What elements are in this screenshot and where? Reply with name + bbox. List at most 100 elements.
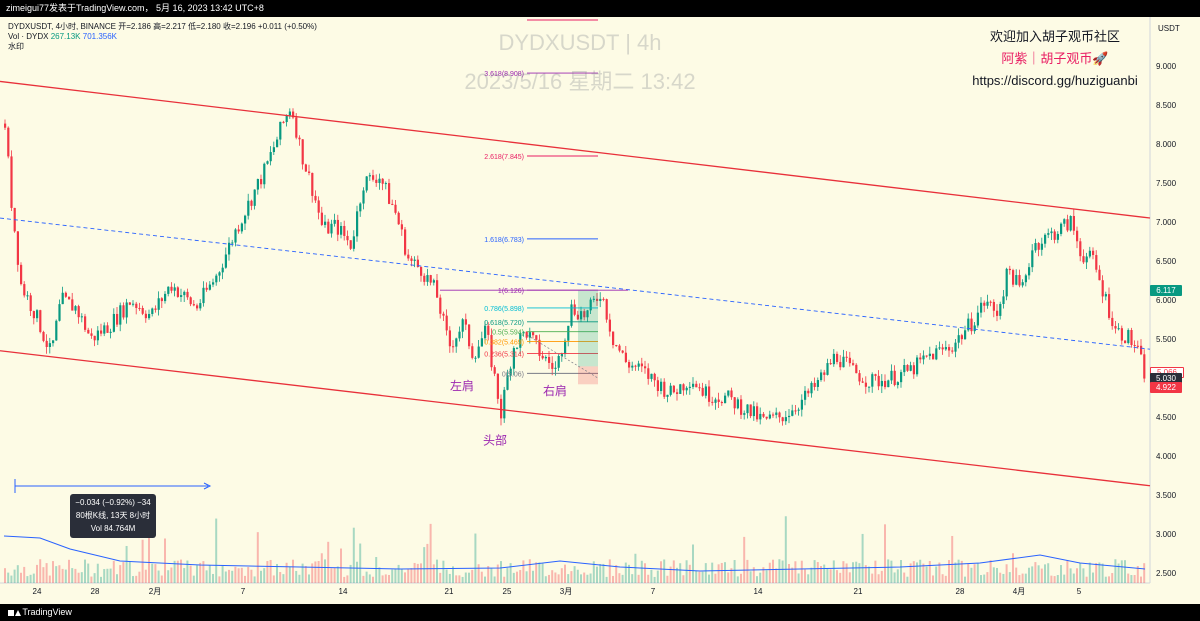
volume-bar	[295, 570, 298, 583]
candle-body	[996, 310, 999, 316]
candle-body	[720, 401, 723, 404]
volume-bar	[836, 570, 838, 583]
candle-body	[20, 264, 23, 285]
legend-watermark-line: 水印	[8, 42, 24, 51]
volume-bar	[490, 568, 493, 583]
candle-body	[77, 306, 80, 318]
candle-body	[215, 275, 218, 283]
candle-body	[1104, 294, 1107, 297]
fib-level-label: 3.618(8.908)	[484, 71, 524, 78]
volume-bar	[122, 562, 125, 583]
candle-body	[407, 254, 410, 259]
volume-bar	[375, 557, 378, 583]
candle-body	[330, 223, 333, 234]
candle-body	[1133, 345, 1136, 347]
volume-bar	[1040, 568, 1043, 583]
candle-body	[644, 366, 647, 369]
candle-body	[333, 219, 336, 224]
tradingview-logo-icon	[8, 609, 21, 617]
candle-body	[967, 318, 970, 331]
candle-body	[733, 397, 736, 409]
volume-bar	[1082, 568, 1085, 583]
volume-bar	[205, 570, 208, 583]
volume-bar	[71, 568, 74, 583]
volume-bar	[784, 516, 787, 583]
candle-body	[608, 319, 611, 332]
candle-body	[781, 417, 784, 422]
candle-body	[525, 331, 528, 338]
candle-body	[583, 311, 586, 318]
legend-volume-value: 267.13K	[50, 32, 81, 41]
candle-body	[807, 390, 810, 394]
y-tick-label: 4.500	[1156, 413, 1177, 422]
volume-bar	[538, 562, 541, 583]
volume-bar	[938, 562, 941, 583]
candle-body	[202, 287, 205, 304]
measure-volume: Vol 84.764M	[90, 524, 136, 533]
long-position-stop	[578, 366, 598, 385]
candle-body	[260, 179, 263, 185]
volume-bar	[772, 559, 774, 583]
candle-body	[810, 382, 813, 394]
volume-bar	[384, 574, 387, 583]
volume-bar	[346, 575, 349, 583]
x-tick-label: 24	[33, 587, 42, 596]
candle-body	[23, 284, 26, 296]
candle-body	[1082, 256, 1085, 263]
volume-bar	[890, 560, 893, 583]
volume-bar	[1127, 573, 1130, 583]
candle-body	[845, 356, 848, 358]
volume-bar	[202, 561, 205, 583]
candle-body	[288, 111, 291, 116]
volume-bar	[752, 567, 755, 583]
candle-body	[320, 212, 323, 225]
candle-body	[624, 352, 627, 363]
candle-body	[788, 415, 791, 418]
volume-bar	[452, 566, 454, 583]
x-tick-label: 21	[445, 587, 454, 596]
volume-bar	[1021, 573, 1024, 583]
volume-bar	[656, 570, 659, 583]
pattern-annotation: 左肩	[450, 378, 474, 393]
watermark-datetime: 2023/5/16 星期二 13:42	[464, 69, 696, 94]
candle-body	[701, 387, 704, 396]
candle-body	[919, 357, 922, 360]
volume-bar	[112, 560, 115, 583]
fib-level-label: 0.786(5.898)	[484, 306, 524, 313]
candle-body	[775, 412, 778, 415]
volume-bar	[400, 568, 403, 583]
volume-bar	[903, 572, 906, 583]
volume-bar	[426, 543, 429, 583]
volume-bar	[1104, 576, 1107, 583]
volume-bar	[964, 576, 966, 583]
candle-body	[704, 386, 707, 396]
candle-body	[640, 363, 643, 367]
volume-bar	[455, 575, 458, 583]
volume-bar	[717, 564, 720, 583]
candle-body	[109, 331, 112, 333]
volume-bar	[663, 559, 666, 583]
volume-bar	[154, 564, 157, 583]
fib-level-label: 1(6.126)	[498, 288, 524, 295]
candle-body	[980, 302, 983, 313]
candle-body	[1018, 275, 1021, 286]
candle-body	[842, 356, 845, 368]
candle-body	[887, 380, 890, 388]
y-tick-label: 5.500	[1156, 335, 1177, 344]
candle-body	[436, 280, 439, 298]
volume-bar	[528, 559, 531, 583]
candle-body	[1114, 326, 1117, 329]
candle-body	[228, 242, 231, 255]
candle-body	[615, 345, 618, 347]
volume-bar	[832, 560, 835, 583]
community-link[interactable]: https://discord.gg/huziguanbi	[972, 73, 1138, 88]
volume-bar	[61, 568, 64, 583]
price-chart[interactable]: 9.000 8.500 8.000 7.500 7.000 6.500 6.000 5.500…	[0, 17, 1200, 604]
volume-bar	[125, 545, 128, 583]
candle-body	[292, 111, 295, 118]
volume-bar	[628, 564, 630, 583]
candle-body	[903, 365, 906, 373]
volume-bar	[260, 570, 262, 583]
candle-body	[685, 387, 688, 391]
price-tag: 5.030	[1150, 372, 1182, 384]
